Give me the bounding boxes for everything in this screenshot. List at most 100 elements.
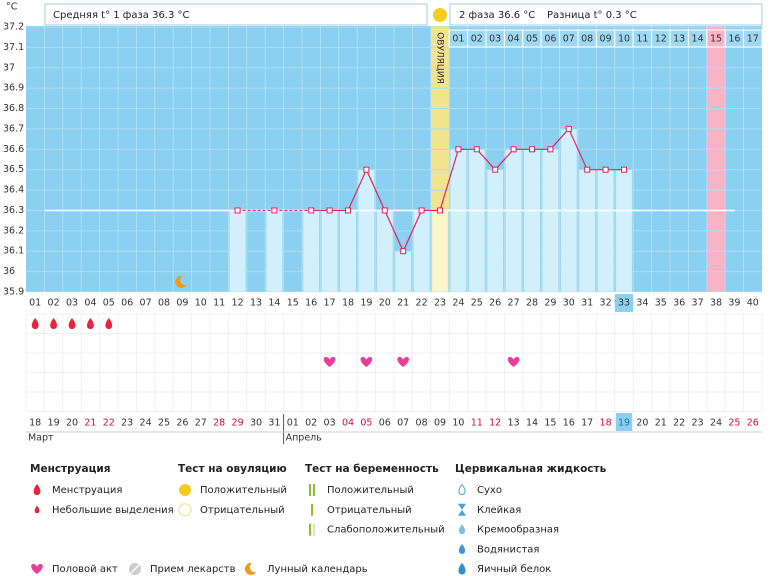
temperature-bar [541,149,559,293]
legend-item: Сухо [477,485,502,496]
temperature-point [345,207,351,214]
x-tick-label: 09 [176,298,188,309]
x-tick-label: 04 [84,298,96,309]
drop-icon [33,484,41,495]
y-tick-label: 35.9 [3,287,24,298]
month-label: Март [28,433,54,444]
day-row [26,292,762,312]
temperature-line [311,127,624,253]
legend-icon [311,503,313,516]
x-tick-label: 37 [692,298,704,309]
temperature-point [437,207,443,214]
legend-icon [309,523,311,536]
phase2-day: 12 [655,34,667,45]
date-label: 13 [508,418,520,429]
date-label: 28 [213,418,225,429]
date-label: 31 [268,418,280,429]
x-tick-label: 36 [673,298,685,309]
temperature-bar [523,149,541,293]
legend-item: Половой акт [52,564,118,575]
temperature-point [602,166,609,173]
temperature-bar [394,250,412,293]
x-tick-label: 13 [250,298,262,309]
phase2-day: 01 [452,34,464,45]
temperature-bar [505,149,523,293]
legend-title: Менструация [30,463,110,475]
date-label: 18 [29,418,41,429]
date-label: 19 [48,418,60,429]
date-label: 08 [416,418,428,429]
temperature-point [565,125,572,132]
date-label: 26 [747,418,759,429]
header-box [449,3,763,26]
legend-item: Клейкая [477,505,521,516]
temperature-bar [578,169,596,293]
x-tick-label: 02 [48,298,60,309]
phase2-day: 02 [471,34,483,45]
current-day [614,294,634,312]
x-tick-label: 39 [728,298,740,309]
legend-title: Тест на овуляцию [178,463,287,475]
temperature-bar [449,149,467,293]
temperature-bar [265,210,283,293]
phase2-day: 05 [526,34,538,45]
legend-item: Небольшие выделения [52,505,174,516]
x-tick-label: 15 [287,298,299,309]
temperature-bar [357,169,375,293]
current-date [615,413,633,431]
date-label: 22 [103,418,115,429]
phase2-cell [743,29,763,48]
x-tick-label: 16 [305,298,317,309]
date-label: 21 [655,418,667,429]
date-label: 16 [563,418,575,429]
date-label: 17 [581,418,593,429]
temperature-point [400,248,407,255]
x-tick-label: 07 [140,298,152,309]
heart-icon [323,357,336,367]
phase2-day: 09 [600,34,612,45]
heart-icon [360,357,373,367]
temperature-point [510,146,517,153]
date-label: 20 [636,418,648,429]
x-tick-label: 32 [600,298,612,309]
x-tick-label: 31 [581,298,593,309]
temperature-point [418,207,425,214]
date-label: 30 [250,418,262,429]
x-tick-label: 28 [526,298,538,309]
y-tick-label: 36.1 [3,246,24,257]
phase2-day: 04 [508,34,520,45]
x-tick-label: 30 [563,298,575,309]
drop-icon [31,318,39,329]
date-label: 14 [526,418,538,429]
drop-icon [458,524,466,535]
temperature-point [363,166,370,173]
heart-icon [507,357,520,367]
date-label: 29 [232,418,244,429]
y-tick-label: 36.8 [3,103,24,114]
x-tick-label: 23 [434,298,446,309]
temperature-point [271,207,278,214]
temperature-point [547,146,554,153]
ovulation-icon [433,8,447,22]
y-tick-label: 36.3 [3,205,24,216]
date-label: 01 [287,418,299,429]
x-tick-label: 19 [360,298,372,309]
date-label: 23 [121,418,133,429]
phase2-day: 14 [692,34,704,45]
temperature-point [473,146,480,153]
date-label: 20 [66,418,78,429]
legend-icon [309,484,311,496]
date-label: 10 [452,418,464,429]
date-label: 27 [195,418,207,429]
drop-icon [87,318,94,329]
y-unit: °C [6,2,18,13]
x-tick-label: 20 [379,298,391,309]
y-tick-label: 37 [3,62,15,73]
drop-icon [34,505,40,514]
date-label: 18 [600,418,612,429]
phase2-day: 16 [728,34,740,45]
legend-item: Водянистая [477,544,539,555]
x-tick-label: 01 [29,298,41,309]
